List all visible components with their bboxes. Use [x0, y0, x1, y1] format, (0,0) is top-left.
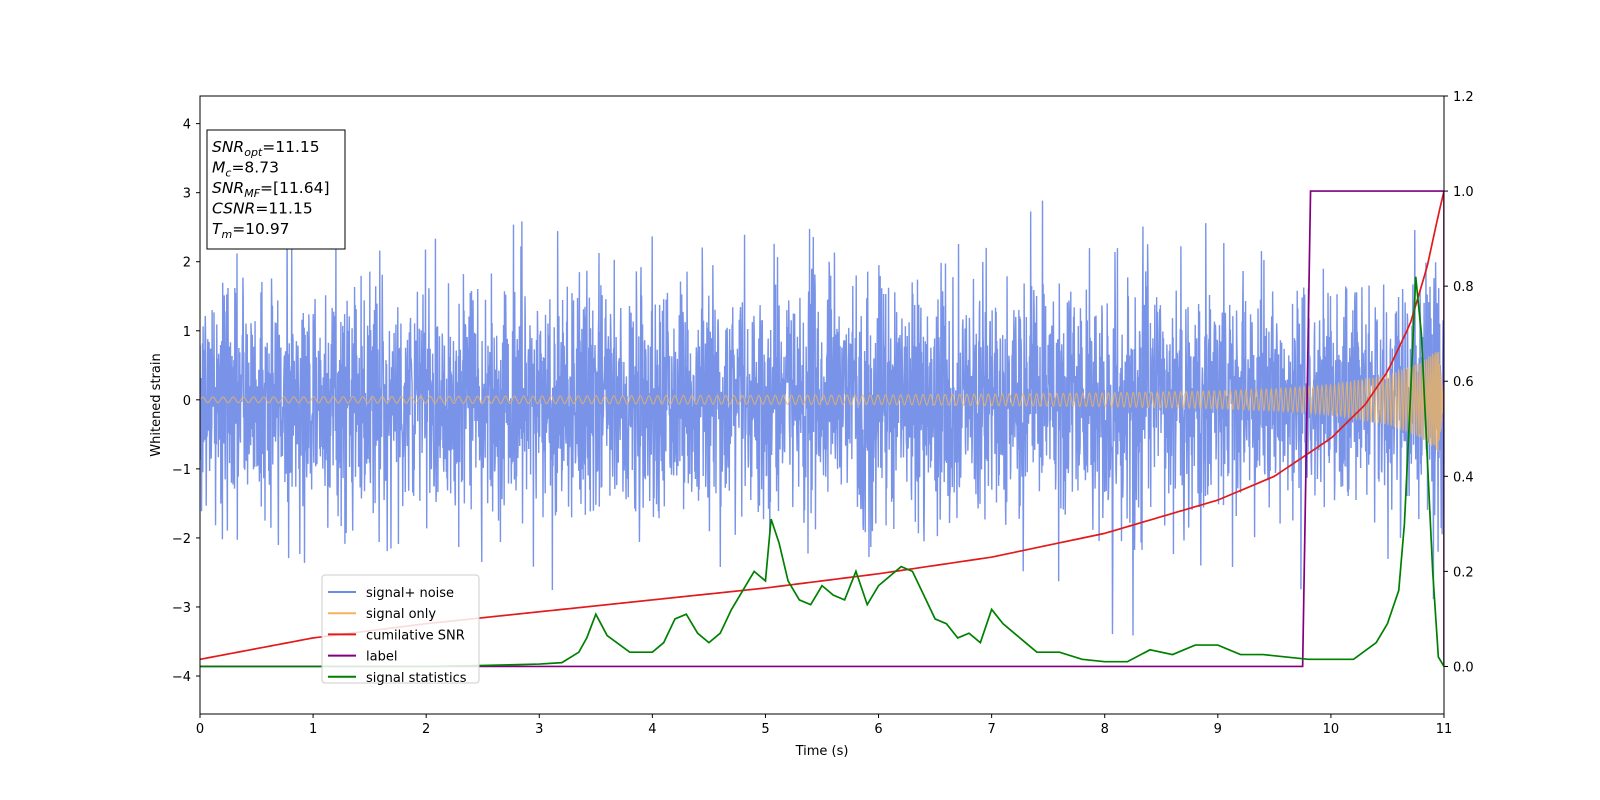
x-tick-label: 4 — [648, 722, 656, 737]
x-tick-label: 1 — [309, 722, 317, 737]
x-tick-label: 0 — [196, 722, 204, 737]
y2-tick-label: 0.0 — [1453, 660, 1474, 675]
y2-tick-label: 0.8 — [1453, 280, 1474, 295]
legend-entry-label: signal only — [366, 607, 436, 622]
y2-tick-label: 0.4 — [1453, 470, 1474, 485]
plot-frame — [199, 95, 1445, 715]
y-tick-label: −4 — [172, 670, 191, 685]
x-tick-label: 2 — [422, 722, 430, 737]
y-tick-label: 0 — [183, 394, 191, 409]
series-signal-statistics — [200, 276, 1444, 668]
x-tick-label: 11 — [1436, 722, 1453, 737]
y2-tick-label: 0.6 — [1453, 375, 1474, 390]
stats-annotation-box: SNRopt=11.15Mc=8.73SNRMF=[11.64]CSNR=11.… — [206, 129, 346, 250]
y-tick-label: −1 — [172, 463, 191, 478]
x-tick-label: 5 — [761, 722, 769, 737]
y2-tick-label: 1.2 — [1453, 90, 1474, 105]
x-tick-label: 3 — [535, 722, 543, 737]
legend-entry-label: label — [366, 650, 397, 665]
y-tick-label: 4 — [183, 118, 191, 133]
x-tick-label: 10 — [1323, 722, 1340, 737]
legend-entry-label: signal statistics — [366, 671, 467, 686]
y-axis-left: −4 −3 −2 −1 0 1 2 3 4 — [172, 118, 200, 685]
series-label — [200, 190, 1444, 668]
x-tick-label: 9 — [1214, 722, 1222, 737]
y2-tick-label: 0.2 — [1453, 565, 1474, 580]
y-tick-label: 1 — [183, 325, 191, 340]
annotation-line: SNRMF=[11.64] — [212, 179, 330, 200]
y-tick-label: 3 — [183, 187, 191, 202]
y-axis-label: Whitened strain — [149, 353, 164, 456]
x-tick-label: 8 — [1101, 722, 1109, 737]
x-tick-label: 7 — [987, 722, 995, 737]
y-tick-label: 2 — [183, 256, 191, 271]
legend: signal+ noise signal only cumilative SNR la… — [321, 574, 480, 686]
x-axis-label: Time (s) — [795, 744, 849, 759]
annotation-line: Mc=8.73 — [212, 159, 279, 180]
x-axis: 0 1 2 3 4 5 6 7 8 9 10 11 — [196, 714, 1452, 737]
series-signal-plus-noise — [200, 200, 1444, 636]
legend-entry-label: signal+ noise — [366, 586, 454, 601]
annotation-line: Tm=10.97 — [212, 220, 290, 241]
y-tick-label: −2 — [172, 532, 191, 547]
series-signal-only — [200, 351, 1444, 452]
x-tick-label: 6 — [874, 722, 882, 737]
y-tick-label: −3 — [172, 601, 191, 616]
annotation-line: CSNR=11.15 — [212, 200, 313, 218]
legend-entry-label: cumilative SNR — [366, 628, 465, 643]
legend-frame — [321, 574, 480, 684]
annotation-frame — [206, 129, 346, 250]
y-axis-right: 0.0 0.2 0.4 0.6 0.8 1.0 1.2 — [1444, 90, 1474, 675]
annotation-line: SNRopt=11.15 — [212, 138, 320, 159]
y2-tick-label: 1.0 — [1453, 185, 1474, 200]
